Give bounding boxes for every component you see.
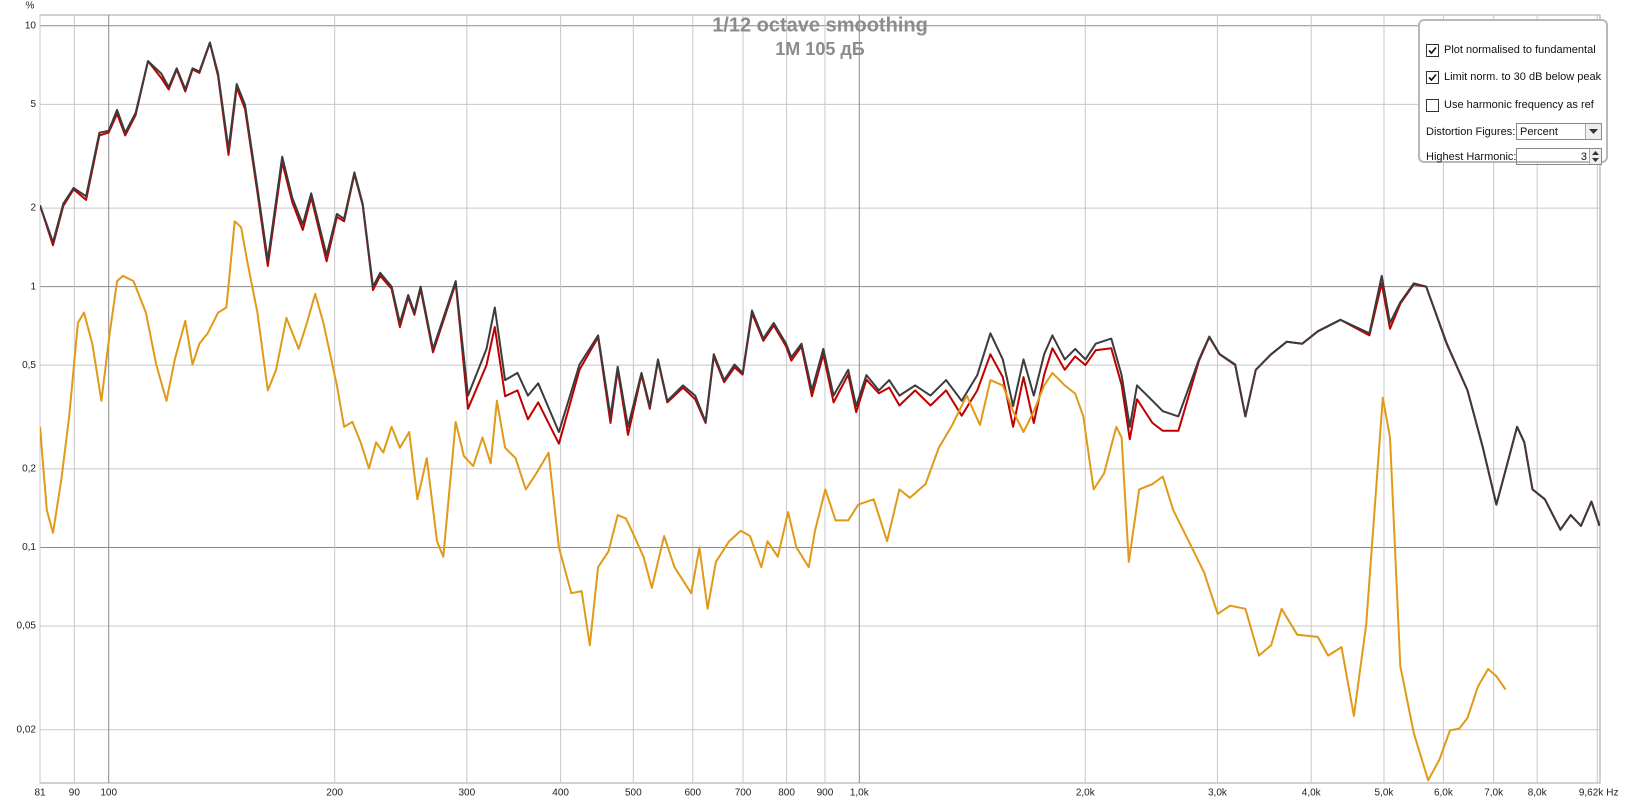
- spinner[interactable]: 3: [1516, 148, 1602, 165]
- x-tick-label: 2,0k: [1076, 788, 1096, 799]
- y-tick-label: 2: [30, 203, 36, 214]
- checkbox-row[interactable]: Limit norm. to 30 dB below peak: [1426, 69, 1601, 85]
- x-tick-label: 90: [69, 788, 81, 799]
- y-tick-label: 0,1: [22, 542, 36, 553]
- plot-area: [39, 14, 1601, 784]
- y-tick-label: 0,2: [22, 464, 36, 475]
- x-tick-label: 700: [735, 788, 752, 799]
- field-label: Highest Harmonic:: [1426, 149, 1516, 165]
- x-tick-label: 4,0k: [1302, 788, 1322, 799]
- checkbox-row[interactable]: Use harmonic frequency as ref: [1426, 97, 1594, 113]
- x-tick-label: 300: [458, 788, 475, 799]
- series-line: [40, 220, 1507, 782]
- x-tick-label: 200: [326, 788, 343, 799]
- x-tick-label: 600: [684, 788, 701, 799]
- series-line: [40, 41, 1600, 531]
- x-tick-label: 900: [817, 788, 834, 799]
- dropdown[interactable]: Percent: [1516, 123, 1602, 140]
- checkbox-label: Use harmonic frequency as ref: [1444, 99, 1594, 111]
- x-unit: Hz: [1606, 788, 1618, 799]
- label: Highest Harmonic:: [1426, 151, 1517, 163]
- y-tick-label: 0,05: [17, 621, 37, 632]
- dropdown-value: Percent: [1520, 125, 1558, 138]
- check-mark: [1428, 73, 1437, 81]
- x-tick-label: 400: [552, 788, 569, 799]
- checkbox[interactable]: [1426, 43, 1439, 57]
- x-tick-label: 1,0k: [850, 788, 870, 799]
- x-tick-label: 81: [34, 788, 46, 799]
- checkbox-label: Plot normalised to fundamental: [1444, 44, 1596, 56]
- x-tick-label: 5,0k: [1375, 788, 1395, 799]
- x-tick-label: 7,0k: [1484, 788, 1504, 799]
- checkbox[interactable]: [1426, 70, 1439, 84]
- y-tick-label: 1: [30, 281, 36, 292]
- x-tick-label: 6,0k: [1434, 788, 1454, 799]
- y-tick-label: 10: [25, 20, 37, 31]
- x-tick-label: 500: [625, 788, 642, 799]
- chart-subtitle: 1M 105 дБ: [775, 39, 864, 59]
- x-tick-label: 800: [778, 788, 795, 799]
- spinner-value: 3: [1580, 150, 1587, 163]
- y-tick-label: 5: [30, 99, 36, 110]
- y-unit: %: [26, 1, 35, 12]
- chart-title: 1/12 octave smoothing: [712, 14, 928, 36]
- x-tick-label: 9,62k: [1579, 788, 1604, 799]
- y-tick-label: 0,02: [17, 724, 37, 735]
- x-tick-label: 8,0k: [1528, 788, 1548, 799]
- dropdown-arrow[interactable]: [1585, 124, 1601, 139]
- checkbox[interactable]: [1426, 98, 1439, 112]
- spinner-buttons[interactable]: [1589, 149, 1601, 164]
- check-mark: [1428, 46, 1437, 54]
- y-tick-label: 0,5: [22, 360, 36, 371]
- field-label: Distortion Figures:: [1426, 124, 1515, 140]
- x-tick-label: 100: [100, 788, 117, 799]
- x-tick-label: 3,0k: [1208, 788, 1228, 799]
- checkbox-label: Limit norm. to 30 dB below peak: [1444, 71, 1602, 83]
- label: Distortion Figures:: [1426, 126, 1516, 138]
- checkbox-row[interactable]: Plot normalised to fundamental: [1426, 42, 1596, 58]
- options-panel: Plot normalised to fundamental Limit nor…: [1418, 19, 1608, 165]
